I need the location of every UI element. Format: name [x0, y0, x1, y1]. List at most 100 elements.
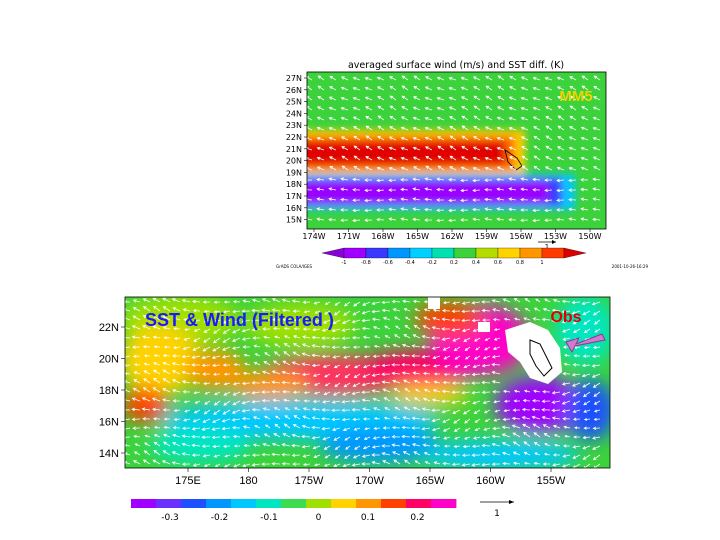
bottom-wind-vector: [281, 308, 291, 313]
top-wind-vector: [340, 96, 349, 101]
bottom-wind-vector: [464, 427, 471, 432]
top-colorbar-tick-label: 0.2: [450, 260, 458, 266]
bottom-wind-vector: [142, 325, 151, 330]
top-wind-vector: [508, 207, 517, 212]
top-wind-vector: [412, 177, 421, 182]
top-wind-vector: [592, 146, 601, 151]
bottom-wind-vector: [581, 301, 591, 306]
bottom-wind-vector: [472, 436, 481, 440]
bottom-wind-vector: [223, 382, 231, 386]
bottom-wind-vector: [152, 297, 161, 303]
top-wind-vector: [568, 166, 577, 171]
bottom-wind-vector: [251, 453, 261, 457]
bottom-wind-vector: [341, 417, 351, 422]
bottom-wind-vector: [501, 442, 511, 447]
top-wind-vector: [520, 197, 529, 202]
bottom-wind-vector: [172, 399, 181, 403]
bottom-wind-vector: [163, 336, 171, 340]
bottom-wind-vector: [172, 379, 181, 384]
bottom-wind-vector: [242, 345, 250, 349]
top-wind-vector: [592, 197, 601, 201]
bottom-wind-vector: [331, 408, 341, 413]
bottom-wind-vector: [513, 399, 521, 403]
bottom-wind-vector: [161, 460, 171, 465]
bottom-wind-vector: [464, 346, 471, 352]
bottom-wind-vector: [303, 399, 311, 403]
bottom-wind-vector: [231, 418, 241, 422]
top-wind-vector: [352, 188, 361, 192]
top-colorbar-swatch: [475, 247, 499, 259]
top-wind-vector: [509, 156, 517, 161]
bottom-wind-vector: [343, 382, 351, 388]
sst-blob: [420, 440, 580, 468]
top-wind-vector: [307, 136, 313, 141]
bottom-wind-vector: [373, 344, 381, 348]
bottom-wind-vector: [144, 434, 151, 438]
bottom-wind-vector: [441, 399, 451, 403]
bottom-wind-vector: [551, 408, 561, 413]
bottom-wind-vector: [551, 400, 561, 404]
bottom-wind-vector: [592, 445, 601, 450]
top-wind-vector: [569, 85, 577, 91]
top-wind-vector: [580, 207, 589, 211]
top-wind-vector: [364, 198, 373, 203]
bottom-wind-vector: [491, 362, 501, 367]
bottom-annotation-obs: Obs: [550, 309, 581, 326]
bottom-wind-vector: [522, 423, 531, 429]
top-wind-vector: [412, 136, 421, 141]
bottom-wind-vector: [331, 336, 341, 341]
bottom-wind-vector: [401, 362, 411, 367]
bottom-wind-vector: [353, 427, 361, 431]
bottom-wind-vector: [381, 380, 391, 384]
top-wind-vector: [532, 96, 541, 101]
top-wind-vector: [532, 218, 541, 223]
top-wind-vector: [580, 197, 589, 202]
bottom-wind-vector: [381, 300, 391, 305]
top-wind-vector: [340, 86, 349, 91]
bottom-wind-vector: [232, 391, 241, 396]
bottom-wind-vector: [222, 337, 231, 343]
top-wind-vector: [496, 177, 505, 182]
top-wind-vector: [544, 76, 553, 81]
bottom-wind-vector: [183, 400, 191, 404]
top-wind-vector: [376, 166, 385, 171]
bottom-lon-tick-label: 155W: [537, 475, 566, 487]
top-wind-vector: [533, 155, 541, 161]
bottom-wind-vector: [311, 425, 321, 430]
bottom-wind-vector: [412, 406, 421, 411]
top-wind-vector: [509, 86, 517, 91]
bottom-wind-vector: [331, 400, 341, 404]
top-wind-vector: [497, 75, 505, 81]
top-wind-vector: [341, 155, 349, 161]
bottom-wind-vector: [524, 308, 531, 312]
bottom-wind-vector: [363, 355, 371, 359]
bottom-wind-vector: [391, 425, 401, 430]
bottom-wind-vector: [182, 390, 191, 394]
bottom-wind-vector: [273, 433, 281, 438]
bottom-wind-vector: [422, 443, 431, 448]
bottom-wind-vector: [401, 434, 411, 439]
top-wind-vector: [316, 146, 325, 151]
top-wind-vector: [353, 126, 361, 131]
bottom-wind-vector: [244, 362, 251, 366]
bottom-wind-vector: [231, 425, 241, 430]
bottom-wind-vector: [372, 364, 381, 368]
top-wind-vector: [436, 76, 445, 81]
bottom-wind-vector: [381, 372, 391, 376]
top-wind-vector: [424, 126, 433, 131]
top-wind-vector: [580, 166, 589, 171]
bottom-wind-vector: [543, 433, 551, 438]
top-wind-vector: [472, 146, 481, 151]
bottom-wind-vector: [142, 314, 151, 321]
bottom-wind-vector: [261, 298, 271, 303]
bottom-wind-vector: [562, 417, 571, 421]
top-lon-tick-label: 159W: [475, 232, 498, 241]
bottom-wind-vector: [221, 354, 231, 359]
bottom-wind-vector: [182, 308, 191, 312]
bottom-wind-vector: [241, 319, 251, 324]
bottom-wind-vector: [392, 416, 401, 420]
bottom-wind-vector: [431, 346, 441, 350]
bottom-wind-vector: [461, 400, 471, 405]
bottom-wind-vector: [354, 355, 361, 359]
island-land-mask: [428, 297, 440, 309]
